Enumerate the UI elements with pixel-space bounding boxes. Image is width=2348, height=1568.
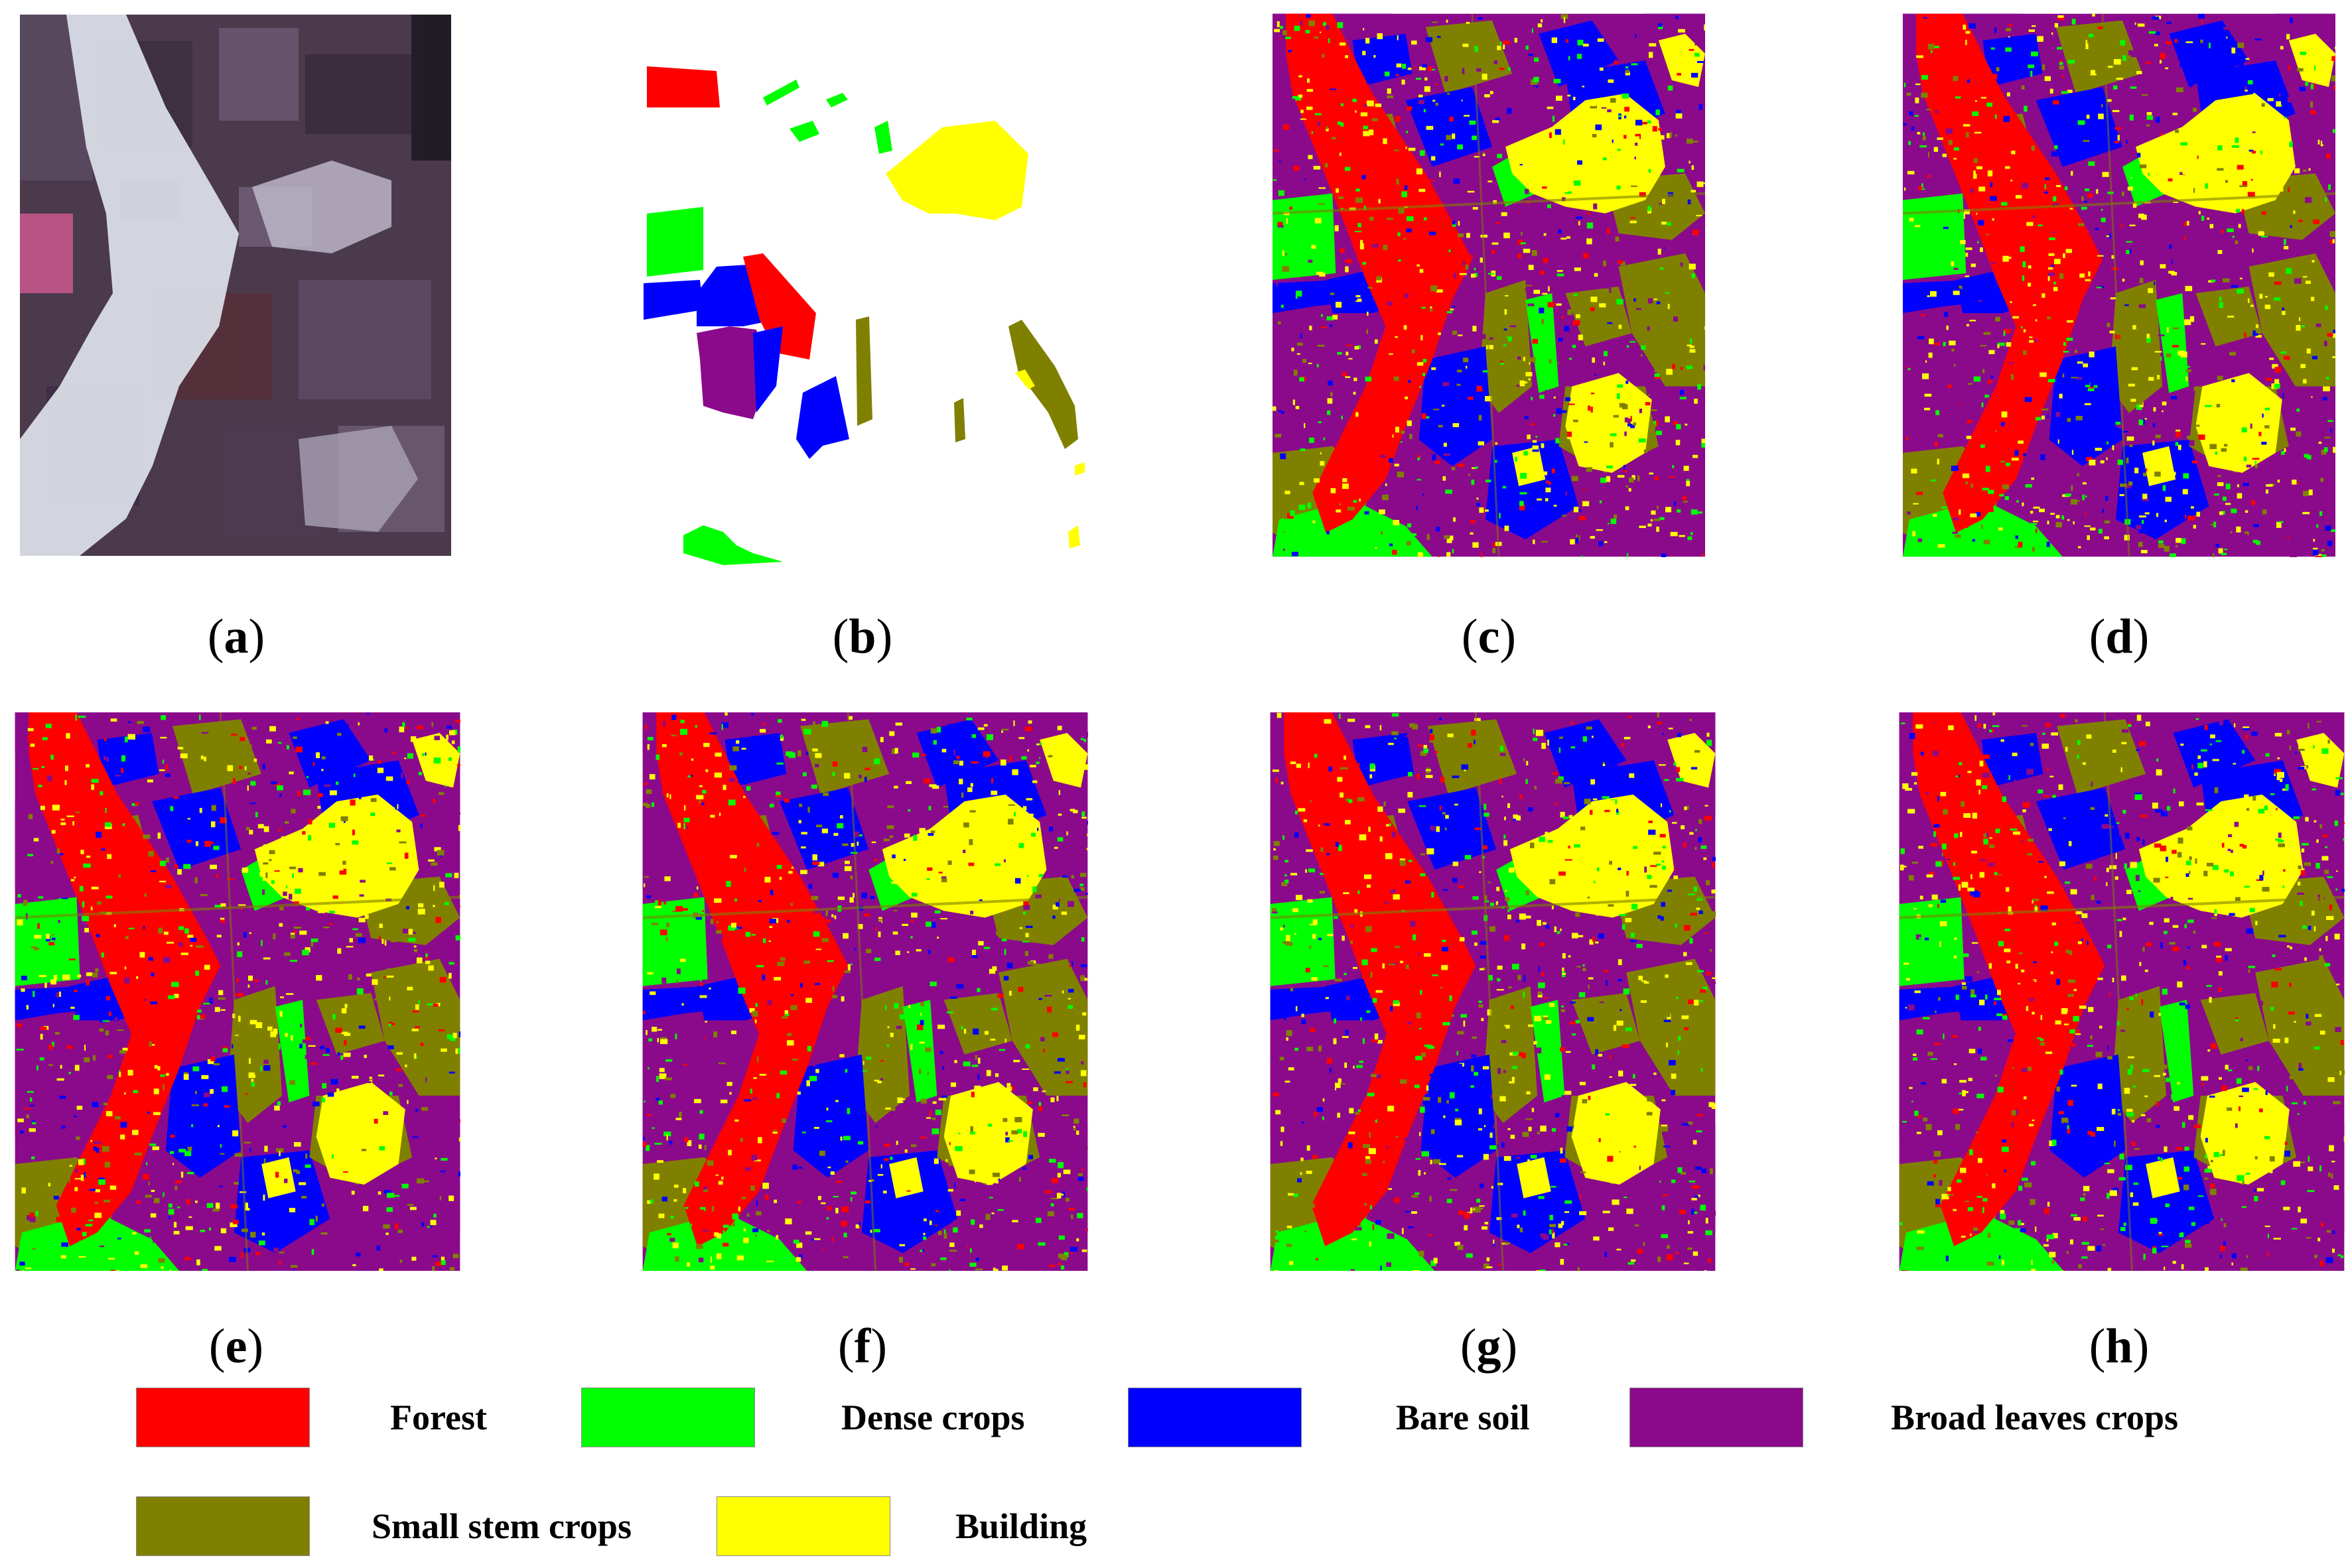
legend-swatch-forest: [136, 1388, 310, 1447]
legend-label-dense-crops: Dense crops: [841, 1398, 1025, 1437]
caption-e: (e): [208, 1319, 264, 1374]
caption-c: (c): [1461, 610, 1517, 664]
classification-map-c: [1273, 13, 1705, 557]
panel-b-ground-truth: [637, 15, 1088, 565]
caption-b: (b): [832, 610, 893, 664]
legend-label-broad-leaves-crops: Broad leaves crops: [1891, 1398, 2179, 1437]
legend-label-forest: Forest: [390, 1398, 487, 1437]
legend-swatch-bare-soil: [1128, 1388, 1302, 1447]
legend-swatch-broad-leaves-crops: [1629, 1388, 1803, 1447]
legend-swatch-dense-crops: [581, 1388, 755, 1447]
panel-d-classification: [1903, 13, 2335, 557]
classification-map-h: [1899, 712, 2345, 1271]
panel-h-classification: [1899, 712, 2345, 1271]
classification-map-f: [642, 712, 1088, 1271]
panel-c-classification: [1273, 13, 1705, 557]
caption-f: (f): [838, 1319, 887, 1374]
caption-d: (d): [2089, 610, 2150, 664]
legend-label-bare-soil: Bare soil: [1396, 1398, 1530, 1437]
legend-label-building: Building: [955, 1506, 1087, 1546]
classification-map-g: [1270, 712, 1716, 1271]
panel-f-classification: [642, 712, 1088, 1271]
panel-e-classification: [15, 712, 460, 1271]
legend-label-small-stem-crops: Small stem crops: [372, 1506, 632, 1546]
caption-a: (a): [207, 610, 265, 664]
legend-swatch-small-stem-crops: [136, 1496, 310, 1556]
panel-g-classification: [1270, 712, 1716, 1271]
panel-a-sar-image: [20, 15, 451, 556]
caption-h: (h): [2089, 1319, 2150, 1374]
legend-swatch-building: [717, 1496, 890, 1556]
classification-map-d: [1903, 13, 2335, 557]
ground-truth-map: [637, 15, 1088, 565]
sar-image: [20, 15, 451, 556]
classification-map-e: [15, 712, 460, 1271]
caption-g: (g): [1460, 1319, 1518, 1374]
